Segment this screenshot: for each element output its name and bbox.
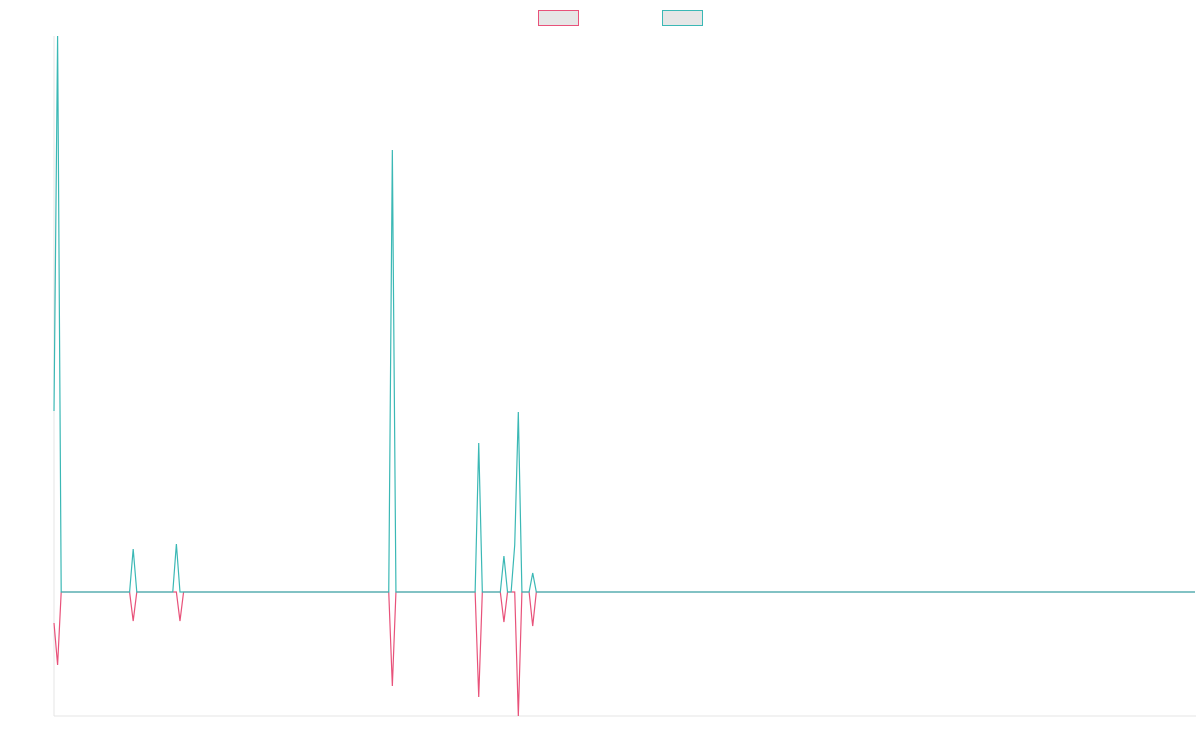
legend-swatch[interactable]	[538, 10, 579, 26]
legend-swatch[interactable]	[662, 10, 703, 26]
line-series	[53, 591, 1195, 717]
line-series	[53, 35, 1195, 593]
